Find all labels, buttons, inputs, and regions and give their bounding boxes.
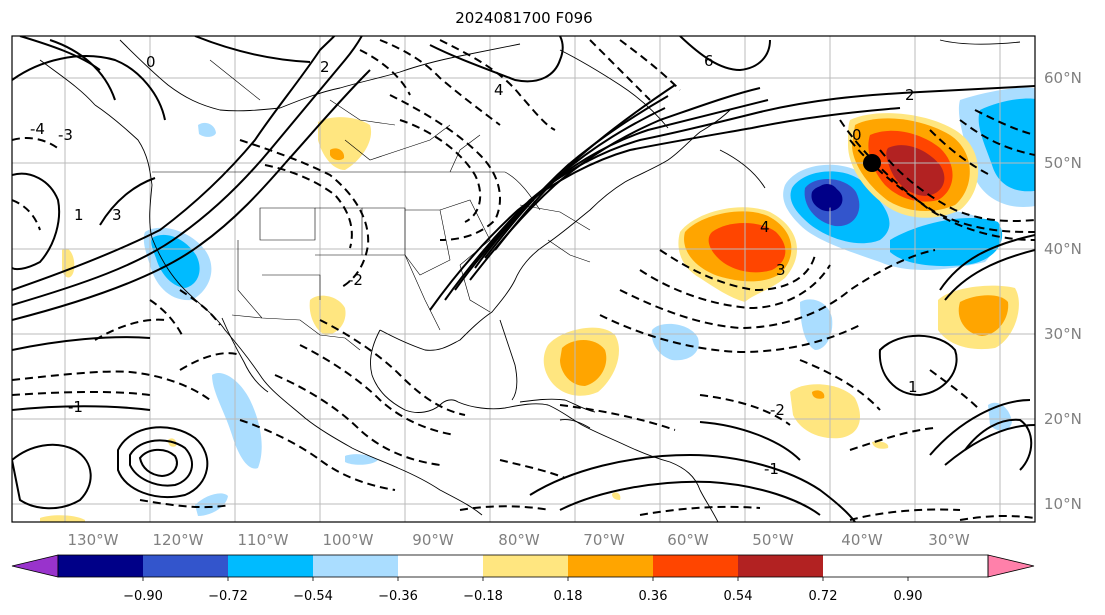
colorbar-segment (483, 555, 568, 577)
lon-label: 90°W (412, 531, 454, 549)
contour-label: 6 (704, 52, 714, 70)
anomaly-positive (560, 340, 607, 386)
longitude-labels: 130°W 120°W 110°W 100°W 90°W 80°W 70°W 6… (68, 531, 970, 549)
colorbar-segment (653, 555, 738, 577)
colorbar-tick-label: −0.36 (378, 589, 418, 604)
colorbar-segment (228, 555, 313, 577)
colorbar: −0.90 −0.72 −0.54 −0.36 −0.18 0.18 0.36 0.54 0.7… (11, 554, 1035, 604)
colorbar-tick-label: 0.90 (894, 589, 923, 604)
colorbar-tick-label: 0.36 (639, 589, 668, 604)
colorbar-tick-label: 0.18 (554, 589, 583, 604)
contour-label: -4 (30, 120, 45, 138)
contour-label: 2 (320, 58, 330, 76)
colorbar-segment (398, 555, 483, 577)
lon-label: 130°W (68, 531, 119, 549)
lon-label: 60°W (667, 531, 709, 549)
gridlines (12, 36, 1035, 522)
lat-label: 60°N (1044, 69, 1082, 87)
colorbar-extend-low (11, 554, 59, 578)
contour-labels: 0 2 4 6 3 1 -1 -2 -3 -4 2 0 1 -1 -2 3 4 (30, 52, 918, 478)
lon-label: 120°W (153, 531, 204, 549)
lat-label: 40°N (1044, 240, 1082, 258)
anomaly-positive (330, 148, 345, 161)
lat-label: 30°N (1044, 325, 1082, 343)
anomaly-positive (872, 441, 889, 449)
anomaly-positive (40, 515, 85, 522)
anomaly-positive (612, 492, 621, 500)
lon-label: 70°W (583, 531, 625, 549)
map-frame (11, 35, 1036, 523)
anomaly-negative (800, 299, 833, 350)
colorbar-segment (568, 555, 653, 577)
anomaly-positive (812, 390, 825, 399)
colorbar-tick-label: −0.72 (208, 589, 248, 604)
coastlines (39, 39, 1021, 522)
colorbar-tick-label: −0.54 (293, 589, 333, 604)
anomaly-negative (198, 122, 216, 137)
contour-label: -1 (68, 398, 83, 416)
lon-label: 50°W (752, 531, 794, 549)
contour-label: 3 (112, 206, 122, 224)
contour-label: -2 (348, 271, 363, 289)
colorbar-segment (738, 555, 823, 577)
colorbar-extend-high (987, 554, 1035, 578)
colorbar-segment (58, 555, 143, 577)
anomaly-negative (212, 372, 262, 469)
colorbar-tick-label: −0.18 (463, 589, 503, 604)
lon-label: 110°W (238, 531, 289, 549)
lat-label: 10°N (1044, 495, 1082, 513)
colorbar-segment (313, 555, 398, 577)
anomaly-positive (309, 295, 346, 335)
contour-label: 2 (905, 86, 915, 104)
anomaly-negative (345, 454, 378, 465)
marker-dot (815, 184, 839, 208)
contour-label: 4 (760, 218, 770, 236)
anomaly-positive (708, 223, 786, 273)
colorbar-tick-label: 0.54 (724, 589, 753, 604)
contours-dashed (12, 39, 1035, 521)
colorbar-outline (57, 554, 989, 578)
contour-label: 3 (776, 261, 786, 279)
contour-label: 1 (908, 378, 918, 396)
contour-label: -2 (770, 401, 785, 419)
anomaly-positive (790, 384, 860, 439)
lon-label: 80°W (498, 531, 540, 549)
contour-label: 0 (146, 53, 156, 71)
colorbar-tick-label: −0.90 (123, 589, 163, 604)
map-title: 2024081700 F096 (455, 9, 593, 27)
lat-label: 20°N (1044, 410, 1082, 428)
anomaly-positive (958, 295, 1009, 336)
contour-label: 1 (74, 206, 84, 224)
anomaly-negative (195, 493, 228, 516)
contour-label: -1 (764, 460, 779, 478)
lon-label: 40°W (841, 531, 883, 549)
contours-solid (12, 36, 1035, 522)
marker-dot (863, 154, 881, 172)
lon-label: 100°W (323, 531, 374, 549)
map-content (12, 36, 1035, 522)
contour-label: 0 (852, 126, 862, 144)
colorbar-tick-label: 0.72 (809, 589, 838, 604)
colorbar-segment (143, 555, 228, 577)
contour-label: -3 (58, 126, 73, 144)
political-borders (152, 59, 591, 351)
contour-label: 4 (494, 81, 504, 99)
anomaly-negative (978, 98, 1035, 192)
latitude-labels: 60°N 50°N 40°N 30°N 20°N 10°N (1044, 69, 1082, 513)
lon-label: 30°W (928, 531, 970, 549)
lat-label: 50°N (1044, 154, 1082, 172)
